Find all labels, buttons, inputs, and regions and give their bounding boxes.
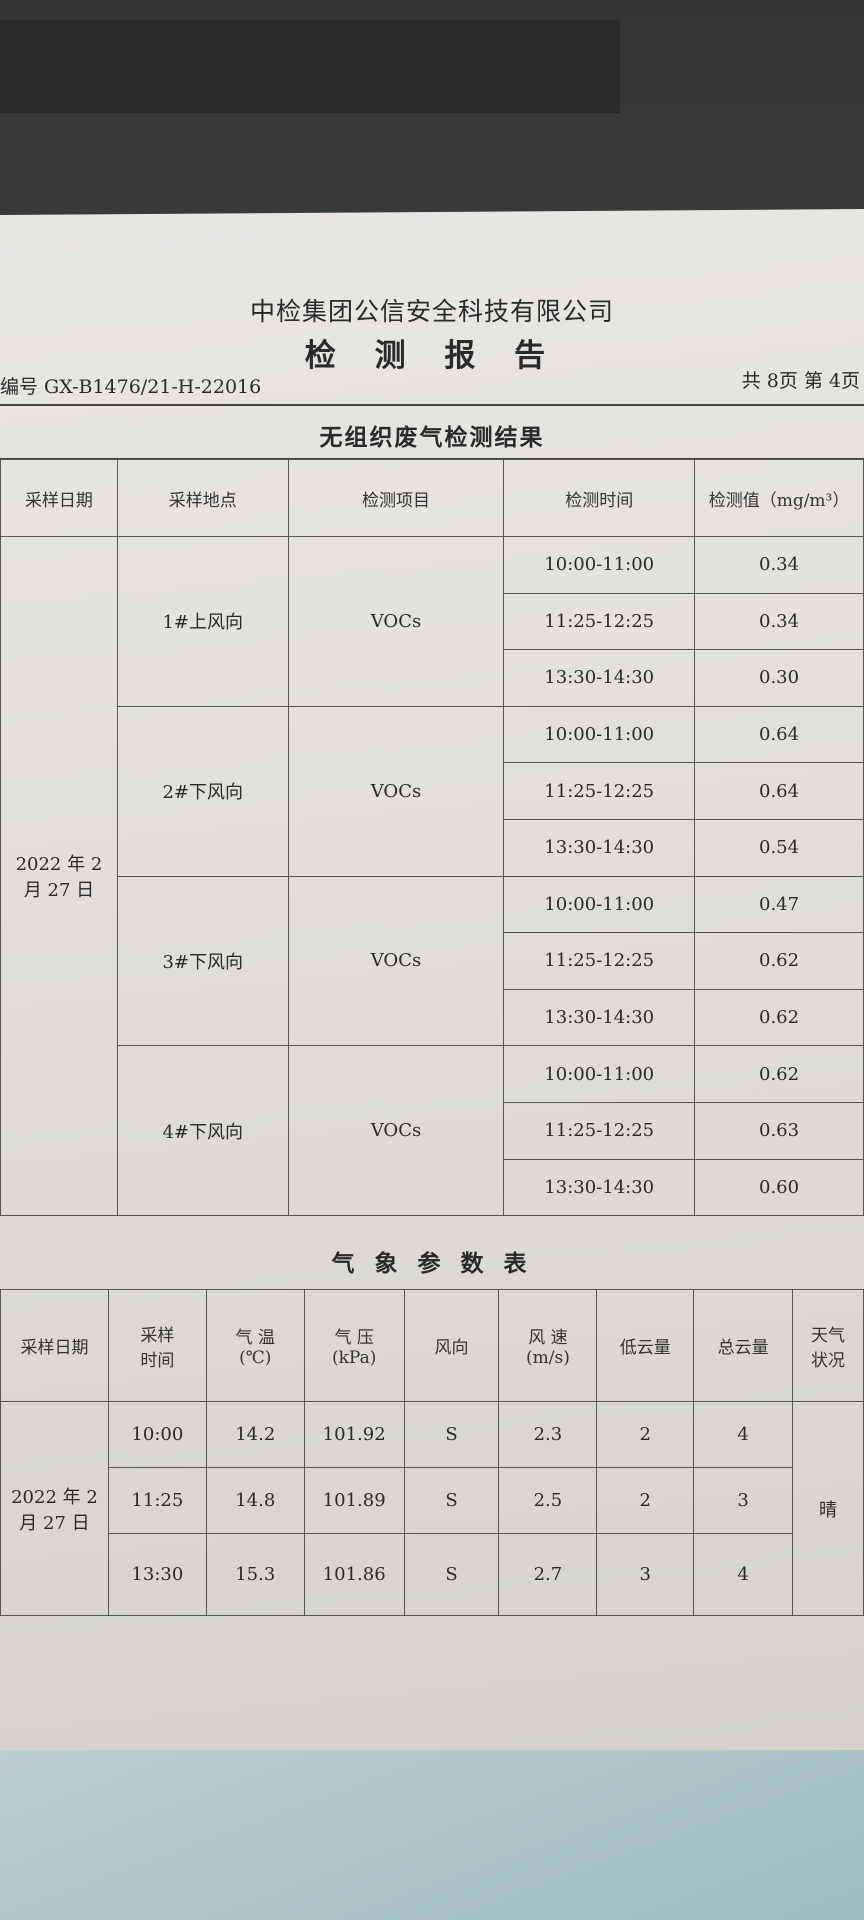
report-title: 检 测 报 告 [304,338,560,374]
test-time: 11:25-12:25 [503,592,696,651]
test-time: 11:25-12:25 [503,932,696,990]
table-header-row: 采样日期 采样 时间气 温 (℃) 气 压 (kPa) 风向风 速 (m/s) 低云量总… [0,1289,864,1402]
column-header: 采样日期 [0,459,118,537]
table-row: 11:25-12:25 0.62 [1,932,864,990]
column-header: 风向 [403,1289,500,1402]
test-time: 10:00-11:00 [503,1045,696,1103]
test-time: 10:00-11:00 [503,536,696,594]
sampling-site: 2#下风向 [116,705,289,877]
table-row: 2022 年 2 月 27 日 10:00 14.2 101.92 S 2.3 2 4 晴 [0,1401,864,1616]
sampling-time: 10:00 [107,1401,207,1468]
test-item: VOCs [287,536,505,707]
test-value: 0.34 [694,536,864,594]
table-row: 3#下风向 VOCs 10:00-11:00 0.47 [1,875,864,1047]
test-time: 13:30-14:30 [503,649,696,707]
total-cloud: 3 [693,1467,794,1534]
temperature: 14.8 [205,1467,305,1534]
sampling-date: 2022 年 2 月 27 日 [0,535,118,1217]
table-row: 2#下风向 VOCs 10:00-11:00 0.64 [1,705,864,877]
test-value: 0.47 [694,875,864,934]
table-row: 11:25-12:25 0.63 [1,1101,864,1160]
test-value: 0.63 [694,1101,864,1160]
low-cloud: 2 [596,1467,695,1534]
test-value: 0.64 [694,762,864,820]
background-object [0,20,620,115]
table-header-row: 采样日期 采样地点 检测项目 检测时间 检测值（mg/m³） [0,459,864,537]
table-row: 11:25-12:25 0.34 [1,592,864,651]
background-desk [0,0,864,220]
report-serial: 编号 GX-B1476/21-H-22016 [0,376,262,398]
sampling-date: 2022 年 2 月 27 日 [0,1401,109,1616]
sampling-site: 4#下风向 [116,1045,289,1217]
column-header: 天气 状况 [792,1289,864,1402]
test-time: 13:30-14:30 [503,818,696,877]
pressure: 101.86 [303,1533,405,1616]
pressure: 101.89 [303,1467,405,1534]
page-count: 共 8页 第 4页 [741,370,860,392]
column-header: 风 速 (m/s) [498,1289,598,1402]
temperature: 15.3 [205,1533,305,1616]
column-header: 采样日期 [0,1289,109,1402]
wind-direction: S [403,1533,500,1616]
test-value: 0.62 [694,1045,864,1103]
wind-speed: 2.7 [498,1533,598,1616]
table-row: 13:30 15.3 101.86 S 2.7 3 4 [1,1533,864,1616]
test-value: 0.60 [694,1158,864,1217]
wind-speed: 2.3 [498,1401,598,1468]
test-time: 11:25-12:25 [503,762,696,820]
divider [0,404,864,406]
total-cloud: 4 [693,1401,794,1468]
test-value: 0.34 [694,592,864,651]
company-name: 中检集团公信安全科技有限公司 [249,297,614,326]
test-value: 0.54 [694,818,864,877]
column-header: 检测值（mg/m³） [694,459,864,537]
column-header: 总云量 [693,1289,794,1402]
column-header: 采样 时间 [107,1289,207,1402]
sampling-time: 13:30 [107,1533,207,1616]
table-row: 2022 年 2 月 27 日 1#上风向 VOCs 10:00-11:00 0.34 [0,535,864,1217]
table-row: 13:30-14:30 0.62 [1,988,864,1047]
table-row: 13:30-14:30 0.30 [1,649,864,707]
test-value: 0.62 [694,988,864,1047]
weather-table-title: 气 象 参 数 表 [331,1250,533,1277]
column-header: 采样地点 [116,459,289,537]
low-cloud: 2 [596,1401,695,1468]
table-row: 11:25 14.8 101.89 S 2.5 2 3 [1,1467,864,1534]
table-row: 13:30-14:30 0.60 [1,1158,864,1217]
column-header: 检测项目 [287,459,505,537]
test-item: VOCs [287,705,505,877]
test-time: 10:00-11:00 [503,705,696,764]
total-cloud: 4 [693,1533,794,1616]
voc-table-title: 无组织废气检测结果 [319,424,545,451]
column-header: 低云量 [596,1289,695,1402]
test-time: 11:25-12:25 [503,1101,696,1160]
table-row: 11:25-12:25 0.64 [1,762,864,820]
wind-speed: 2.5 [498,1467,598,1534]
test-time: 13:30-14:30 [503,988,696,1047]
table-row: 13:30-14:30 0.54 [1,818,864,877]
test-item: VOCs [287,875,505,1047]
test-value: 0.30 [694,649,864,707]
test-value: 0.62 [694,932,864,990]
low-cloud: 3 [596,1533,695,1616]
table-row: 4#下风向 VOCs 10:00-11:00 0.62 [1,1045,864,1217]
background-surface [0,1750,864,1920]
wind-direction: S [403,1401,500,1468]
test-time: 10:00-11:00 [503,875,696,934]
weather-condition: 晴 [792,1401,864,1616]
voc-results-table: 采样日期 采样地点 检测项目 检测时间 检测值（mg/m³） 2022 年 2 … [0,459,864,1217]
column-header: 气 压 (kPa) [303,1289,405,1402]
pressure: 101.92 [303,1401,405,1468]
wind-direction: S [403,1467,500,1534]
sampling-site: 1#上风向 [116,536,289,707]
column-header: 气 温 (℃) [205,1289,305,1402]
column-header: 检测时间 [503,459,696,537]
weather-table: 采样日期 采样 时间气 温 (℃) 气 压 (kPa) 风向风 速 (m/s) 低云量总… [0,1289,864,1616]
test-time: 13:30-14:30 [503,1158,696,1217]
sampling-time: 11:25 [107,1467,207,1534]
test-item: VOCs [287,1045,505,1217]
test-value: 0.64 [694,705,864,764]
sampling-site: 3#下风向 [116,875,289,1047]
temperature: 14.2 [205,1401,305,1468]
